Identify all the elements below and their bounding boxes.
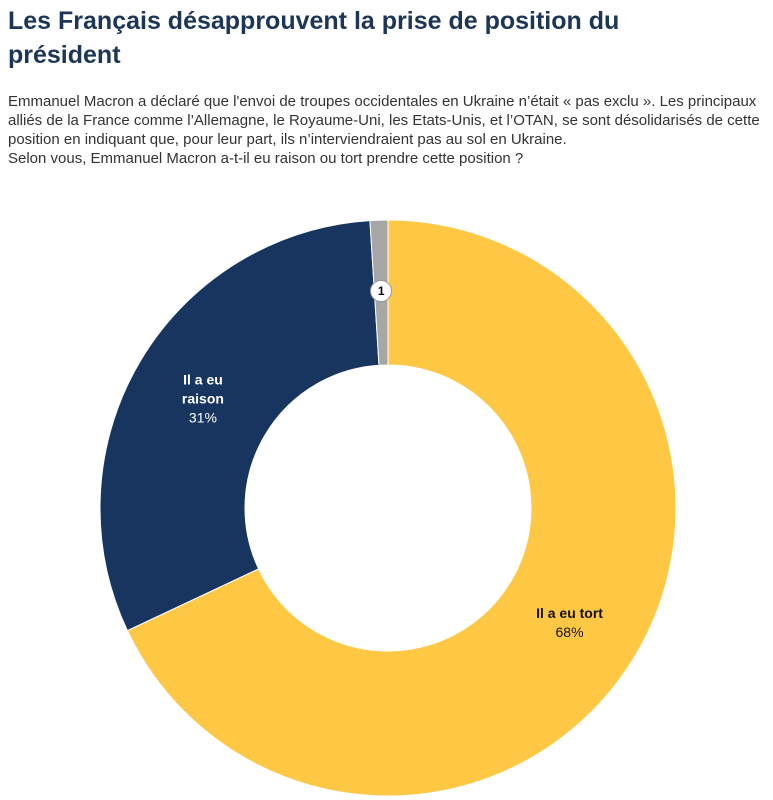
value-label: 31%: [188, 409, 217, 426]
subtitle-paragraph: Emmanuel Macron a déclaré que l'envoi de…: [8, 93, 760, 148]
category-label: Il a eu raison: [181, 371, 224, 407]
value-label: 68%: [555, 624, 584, 641]
category-label: Il a eu tort: [536, 605, 603, 622]
slice-label: Il a eu raison 31%: [173, 370, 233, 427]
chart-title: Les Français désapprouvent la prise de p…: [8, 7, 620, 69]
donut-slice: [99, 220, 380, 632]
subtitle: Emmanuel Macron a déclaré que l'envoi de…: [8, 92, 768, 168]
donut-slice: [126, 219, 677, 797]
slice-label: Il a eu tort 68%: [515, 604, 625, 642]
value-label: 1: [370, 280, 393, 303]
subtitle-paragraph: Selon vous, Emmanuel Macron a-t-il eu ra…: [8, 150, 524, 167]
